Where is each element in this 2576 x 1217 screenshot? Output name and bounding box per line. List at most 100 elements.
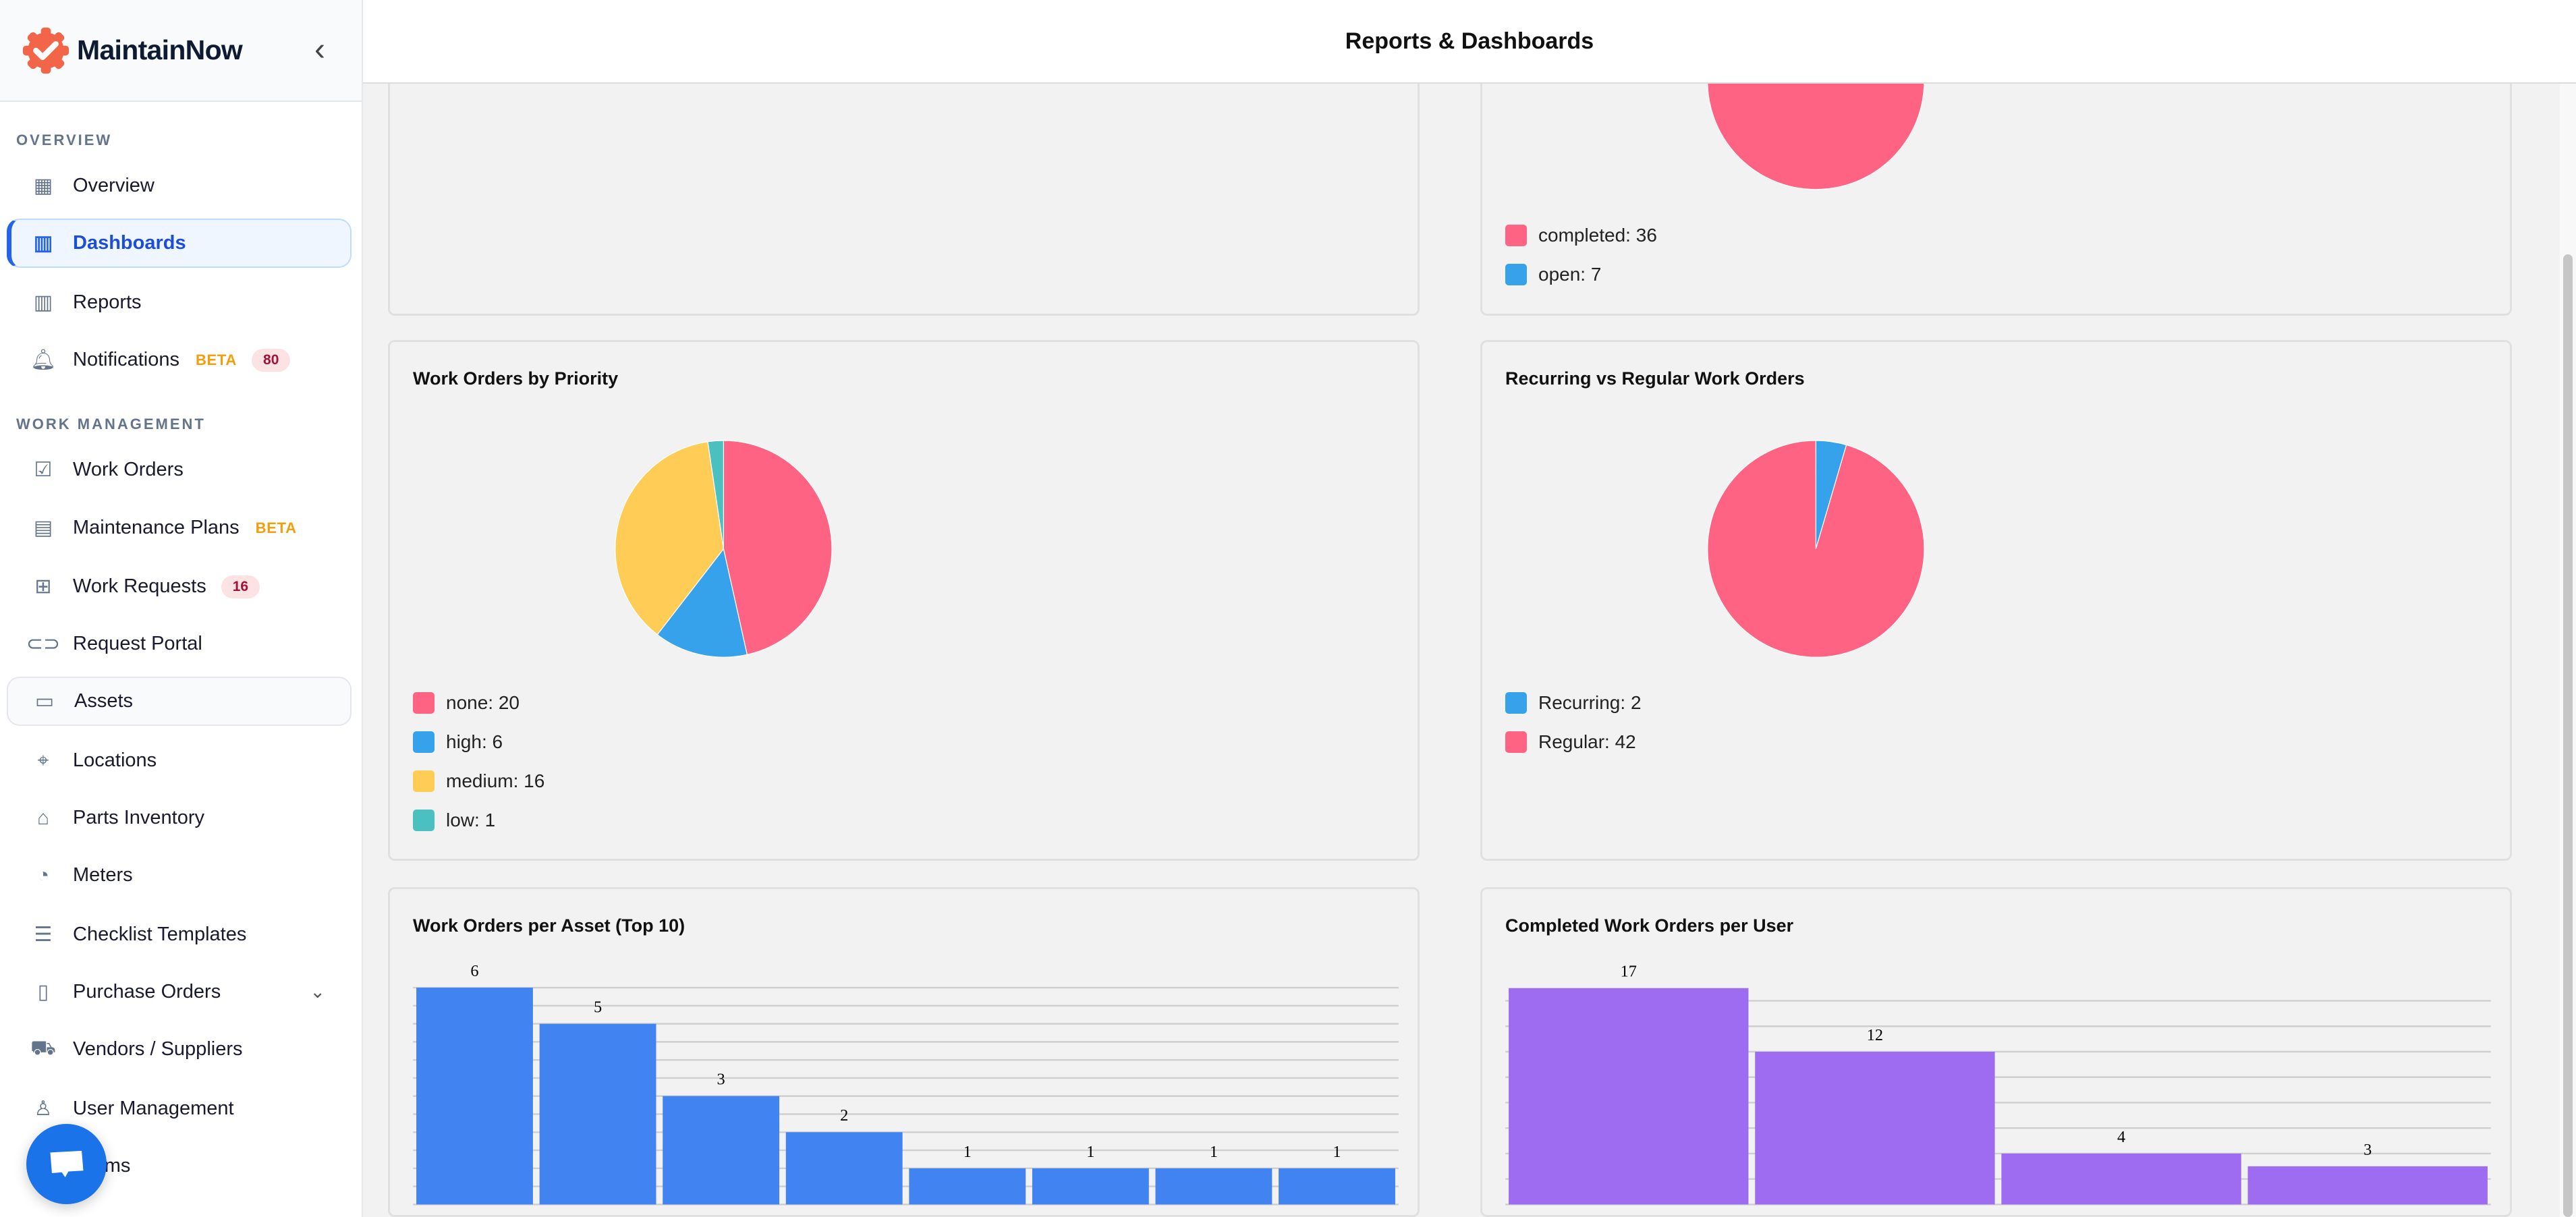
bar[interactable]: [909, 1168, 1026, 1205]
legend-item[interactable]: Regular: 42: [1505, 723, 1642, 762]
sidebar-item-label: Notifications: [73, 349, 179, 370]
section-overview: OVERVIEW: [16, 132, 113, 148]
bar-data-label: 3: [717, 1071, 725, 1089]
sidebar-item-meters[interactable]: ◔ Meters: [7, 851, 352, 900]
sidebar: MaintainNow ‹ OVERVIEW WORK MANAGEMENT ▦…: [0, 0, 363, 1217]
sidebar-item-dashboards[interactable]: ▥ Dashboards: [7, 219, 352, 268]
sidebar-item-checklist-templates[interactable]: ☰ Checklist Templates: [7, 910, 352, 959]
bar[interactable]: [2001, 1153, 2241, 1205]
sidebar-item-label: Purchase Orders: [73, 981, 221, 1002]
sidebar-item-purchase-orders[interactable]: ▯ Purchase Orders ⌄: [7, 967, 352, 1017]
chat-bubble-icon: [50, 1150, 83, 1178]
beta-tag: BETA: [255, 519, 297, 536]
pie-slice-regular[interactable]: [1707, 440, 1925, 658]
bar[interactable]: [1279, 1168, 1395, 1205]
chevron-down-icon[interactable]: ⌄: [310, 982, 325, 1002]
legend-swatch: [413, 692, 435, 714]
legend-item[interactable]: high: 6: [413, 723, 544, 762]
count-badge: 80: [252, 348, 291, 372]
sidebar-item-overview[interactable]: ▦ Overview: [7, 161, 352, 210]
pie-slice-low[interactable]: [707, 440, 725, 549]
legend-label: high: 6: [446, 731, 503, 752]
sidebar-item-label: Overview: [73, 175, 155, 196]
legend-label: low: 1: [446, 810, 496, 830]
add-box-icon: ⊞: [34, 575, 52, 598]
sidebar-item-parts-inventory[interactable]: ⌂ Parts Inventory: [7, 793, 352, 843]
sidebar-item-work-orders[interactable]: ☑ Work Orders: [7, 445, 352, 494]
legend-item[interactable]: Recurring: 2: [1505, 683, 1642, 723]
page-title: Reports & Dashboards: [1345, 28, 1594, 54]
asset-bar-chart: 6 5 3 2 1 1 1 1: [413, 962, 1399, 1206]
chart-title: Recurring vs Regular Work Orders: [1505, 368, 1805, 389]
bar[interactable]: [663, 1096, 780, 1205]
sidebar-item-label: Vendors / Suppliers: [73, 1038, 243, 1060]
bar-data-label: 12: [1867, 1026, 1883, 1044]
bar[interactable]: [1032, 1168, 1149, 1205]
link-icon: ⊂⊃: [26, 633, 61, 655]
bar-data-label: 5: [594, 998, 602, 1017]
sidebar-item-assets[interactable]: ▭ Assets: [7, 677, 352, 726]
sidebar-item-request-portal[interactable]: ⊂⊃ Request Portal: [7, 619, 352, 669]
legend-label: medium: 16: [446, 770, 545, 791]
scrollbar-thumb[interactable]: [2563, 254, 2573, 1217]
sidebar-item-label: Work Orders: [73, 459, 184, 480]
legend-item[interactable]: open: 7: [1505, 255, 1657, 294]
priority-pie: [615, 440, 833, 658]
legend-label: Regular: 42: [1538, 731, 1636, 752]
sidebar-item-label: Request Portal: [73, 633, 202, 654]
sidebar-item-user-management[interactable]: ♙ User Management: [7, 1084, 352, 1133]
sidebar-item-reports[interactable]: ▥ Reports: [7, 278, 352, 327]
scrollbar[interactable]: [2560, 84, 2576, 1217]
card-recurring-pie: Recurring vs Regular Work Orders Recurri…: [1480, 340, 2512, 861]
card-priority-pie: Work Orders by Priority none: 20 high: 6 m…: [388, 340, 1420, 861]
bar-data-label: 17: [1621, 963, 1637, 981]
sidebar-item-vendors-suppliers[interactable]: ⛟ Vendors / Suppliers: [7, 1025, 352, 1074]
bar[interactable]: [416, 988, 533, 1205]
legend-item[interactable]: medium: 16: [413, 762, 544, 801]
bar[interactable]: [2247, 1166, 2488, 1205]
sidebar-item-label: Dashboards: [73, 232, 186, 254]
legend-item[interactable]: low: 1: [413, 801, 544, 840]
sidebar-item-label: Checklist Templates: [73, 924, 247, 945]
sidebar-item-label: Maintenance Plans: [73, 517, 240, 538]
legend-item[interactable]: completed: 36: [1505, 216, 1657, 255]
sidebar-item-work-requests[interactable]: ⊞ Work Requests 16: [7, 562, 352, 611]
legend-label: none: 20: [446, 692, 520, 713]
sidebar-item-label: Work Requests: [73, 575, 206, 597]
sidebar-item-locations[interactable]: ⌖ Locations: [7, 736, 352, 785]
legend-swatch: [413, 770, 435, 792]
sidebar-item-notifications[interactable]: 🔔︎ Notifications BETA 80: [7, 335, 352, 385]
brand-name: MaintainNow: [77, 34, 243, 65]
bar[interactable]: [539, 1023, 656, 1205]
legend-swatch: [413, 810, 435, 831]
legend-item[interactable]: none: 20: [413, 683, 544, 723]
pie-slice-medium[interactable]: [615, 441, 725, 635]
bar-data-label: 2: [840, 1106, 848, 1125]
bar-chart-icon: ▥: [33, 291, 53, 314]
count-badge: 16: [221, 575, 260, 598]
bar[interactable]: [1509, 988, 1749, 1205]
chat-button[interactable]: [26, 1124, 107, 1204]
bar[interactable]: [785, 1132, 903, 1205]
bar[interactable]: [1755, 1052, 1995, 1205]
clipboard-check-icon: ☑: [34, 459, 53, 481]
legend-label: completed: 36: [1538, 225, 1657, 246]
calendar-icon: ▤: [33, 517, 53, 539]
bar-data-label: 4: [2117, 1128, 2125, 1146]
bar[interactable]: [1155, 1168, 1272, 1205]
legend-swatch: [1505, 692, 1527, 714]
sidebar-item-label: Meters: [73, 864, 133, 886]
brand: MaintainNow ‹: [0, 0, 362, 102]
collapse-sidebar-icon[interactable]: ‹: [314, 32, 325, 67]
sidebar-item-maintenance-plans[interactable]: ▤ Maintenance Plans BETA: [7, 503, 352, 553]
card-asset-bars: Work Orders per Asset (Top 10) 6 5 3 2 1 1 1 1: [388, 887, 1420, 1217]
checklist-icon: ☰: [34, 924, 53, 946]
legend-swatch: [1505, 264, 1527, 285]
bar-data-label: 1: [1333, 1143, 1341, 1161]
page-header: Reports & Dashboards: [363, 0, 2576, 84]
pie-slice-none[interactable]: [723, 440, 833, 656]
dashboard-grid-icon: ▦: [33, 175, 53, 197]
gauge-icon: ◔: [36, 864, 50, 886]
pie-slice-high[interactable]: [656, 548, 748, 658]
